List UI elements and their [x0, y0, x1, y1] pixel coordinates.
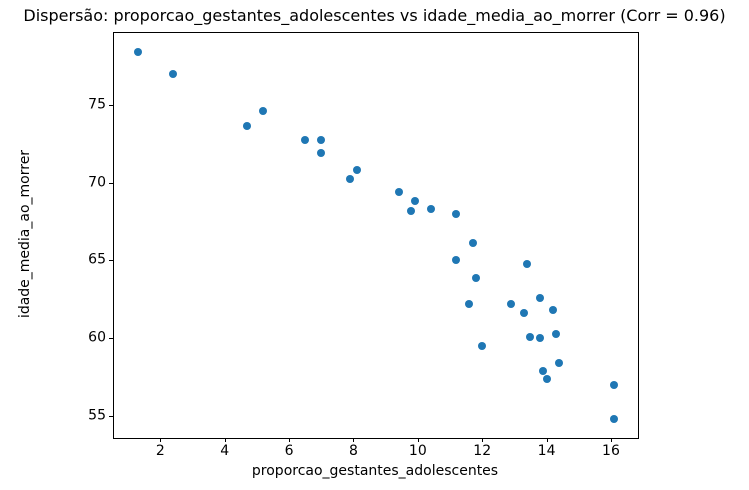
data-point [478, 342, 487, 351]
data-point [465, 300, 474, 309]
data-point [542, 374, 551, 383]
x-tick-label: 2 [155, 443, 165, 459]
data-point [407, 206, 416, 215]
x-tick-mark [546, 438, 548, 442]
data-point [549, 306, 558, 315]
data-point [133, 47, 142, 56]
data-point [555, 359, 564, 368]
data-point [426, 205, 435, 214]
data-point [452, 209, 461, 218]
plot-area: 55 60 65 70 75 2 4 6 8 10 12 14 16 [88, 32, 639, 459]
y-tick-label: 60 [88, 329, 106, 346]
x-tick-label: 10 [408, 443, 427, 459]
y-axis-label: idade_media_ao_morrer [17, 149, 33, 319]
x-tick-label: 16 [602, 443, 620, 459]
data-point [536, 334, 545, 343]
data-point [394, 187, 403, 196]
data-point [169, 69, 178, 78]
data-point [243, 122, 252, 131]
x-axis-label: proporcao_gestantes_adolescentes [251, 463, 499, 479]
data-point [352, 166, 361, 175]
data-point [259, 106, 268, 115]
data-point [317, 148, 326, 157]
x-tick-mark [160, 438, 162, 442]
data-point [468, 239, 477, 248]
y-tick-label: 70 [88, 174, 106, 191]
y-tick-mark [109, 338, 113, 340]
x-tick-mark [353, 438, 355, 442]
data-point [452, 256, 461, 265]
data-point [536, 293, 545, 302]
data-point [471, 273, 480, 282]
data-point [539, 367, 548, 376]
y-tick-label: 55 [88, 407, 106, 424]
x-tick-mark [289, 438, 291, 442]
data-point [526, 332, 535, 341]
data-point [523, 259, 532, 268]
data-point [520, 309, 529, 318]
y-tick-mark [109, 260, 113, 262]
data-point [552, 329, 561, 338]
x-tick-mark [610, 438, 612, 442]
data-point [317, 136, 326, 145]
x-tick-mark [482, 438, 484, 442]
x-tick-mark [417, 438, 419, 442]
y-tick-mark [109, 104, 113, 106]
data-point [301, 136, 310, 145]
x-tick-mark [224, 438, 226, 442]
y-tick-mark [109, 182, 113, 184]
x-tick-label: 14 [537, 443, 556, 459]
x-tick-label: 4 [220, 443, 230, 459]
data-point [610, 415, 619, 424]
y-tick-label: 65 [88, 251, 106, 268]
data-point [346, 175, 355, 184]
x-tick-label: 8 [349, 443, 358, 459]
chart-title: Dispersão: proporcao_gestantes_adolescen… [23, 6, 726, 25]
x-tick-label: 12 [473, 443, 492, 459]
data-point [507, 300, 516, 309]
x-tick-label: 6 [284, 443, 294, 459]
y-tick-label: 75 [88, 96, 106, 113]
data-point [410, 197, 419, 206]
data-point [610, 381, 619, 390]
y-tick-mark [109, 416, 113, 418]
